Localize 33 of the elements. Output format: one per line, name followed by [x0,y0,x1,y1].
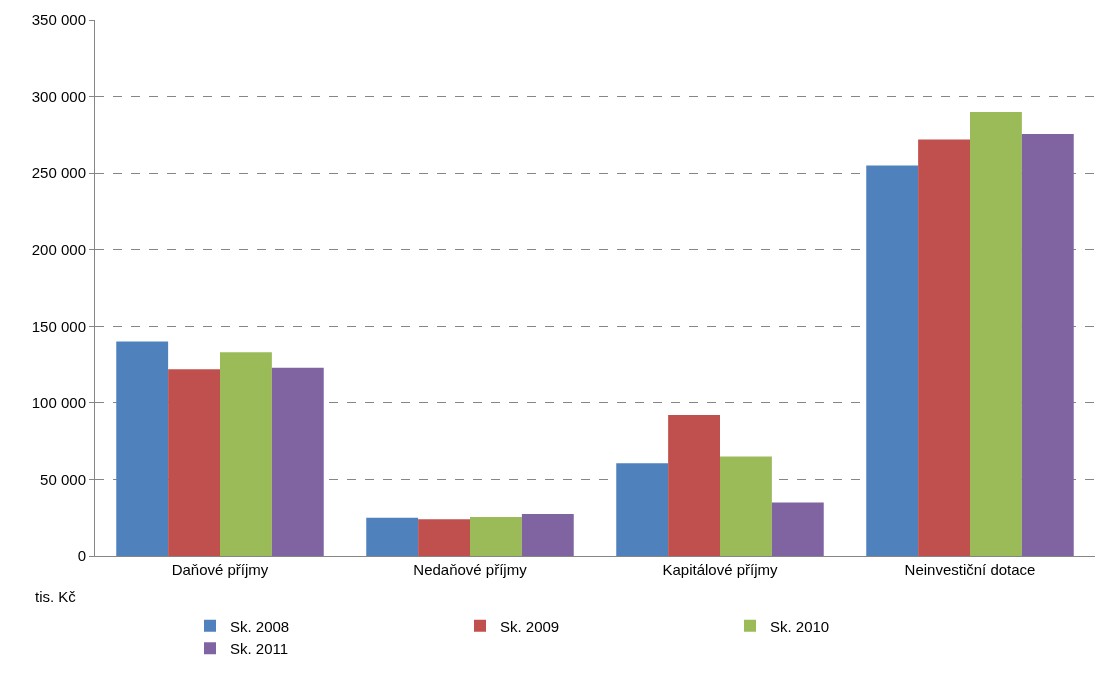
y-tick-label: 150 000 [31,317,86,335]
legend-label: Sk. 2010 [770,617,830,635]
x-tick-label: Kapitálové příjmy [662,561,779,578]
x-tick-label: Daňové příjmy [171,561,269,578]
bar [771,502,824,556]
x-tick-label: Neinvestiční dotace [904,561,1036,578]
bar [918,139,970,556]
bar [220,352,272,556]
y-axis-title: tis. Kč [35,588,77,605]
y-tick-label: 200 000 [31,240,86,258]
bar [668,415,720,556]
bar [720,456,772,556]
y-tick-label: 250 000 [31,164,86,182]
x-tick-label: Nedaňové příjmy [413,561,528,578]
bar [168,369,220,556]
y-tick-label: 0 [77,547,86,565]
bar [366,517,419,556]
bar [866,165,919,556]
bar [418,519,470,556]
y-tick-label: 300 000 [31,87,86,105]
y-tick-label: 50 000 [40,470,86,488]
legend-label: Sk. 2011 [230,640,289,658]
bar [1021,134,1074,556]
bar [970,111,1022,556]
bar [271,367,324,556]
bar [116,341,169,556]
y-tick-label: 350 000 [31,11,86,29]
legend-label: Sk. 2008 [230,617,290,635]
y-tick-label: 100 000 [31,394,86,412]
bar [470,516,522,556]
bar [616,463,669,556]
bar [521,513,574,556]
legend-label: Sk. 2009 [500,617,560,635]
